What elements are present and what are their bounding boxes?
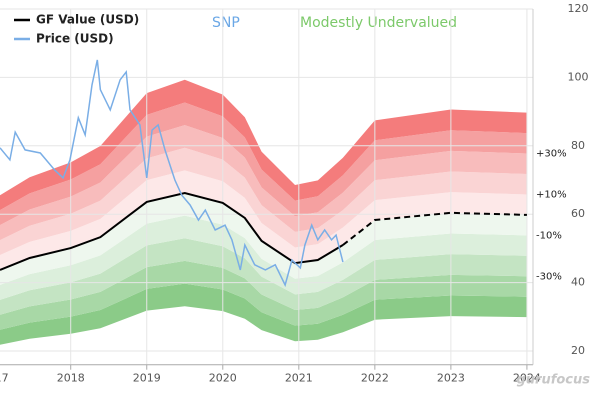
y-tick-label: 60 bbox=[571, 207, 585, 220]
band-label: -10% bbox=[536, 230, 562, 241]
valuation-band bbox=[0, 170, 527, 270]
x-tick-label: 2021 bbox=[285, 372, 313, 385]
band-label: +30% bbox=[536, 149, 567, 160]
x-tick-label: 2017 bbox=[0, 372, 9, 385]
y-tick-label: 100 bbox=[568, 70, 589, 83]
y-tick-label: 80 bbox=[571, 139, 585, 152]
band-label: +10% bbox=[536, 189, 567, 200]
lines bbox=[0, 59, 527, 288]
valuation-band bbox=[0, 215, 527, 300]
y-tick-label: 120 bbox=[568, 2, 589, 15]
price-line bbox=[0, 59, 344, 288]
valuation-band bbox=[0, 238, 527, 315]
valuation-band bbox=[0, 283, 527, 345]
y-tick-label: 20 bbox=[571, 344, 585, 357]
valuation-band bbox=[0, 125, 527, 241]
valuation-band bbox=[0, 147, 527, 256]
x-tick-label: 2020 bbox=[209, 372, 237, 385]
legend-label: GF Value (USD) bbox=[36, 13, 139, 27]
grid bbox=[0, 8, 533, 365]
ticker: SNP bbox=[212, 15, 240, 31]
gf-value-line bbox=[0, 191, 344, 271]
legend-label: Price (USD) bbox=[36, 32, 114, 46]
valuation-band bbox=[0, 260, 527, 330]
x-tick-label: 2022 bbox=[361, 372, 389, 385]
band-label: -30% bbox=[536, 271, 562, 282]
valuation-band bbox=[0, 102, 527, 226]
x-tick-label: 2024 bbox=[513, 372, 541, 385]
x-tick-label: 2018 bbox=[57, 372, 85, 385]
gf-value-projection bbox=[342, 211, 527, 246]
valuation-band bbox=[0, 193, 527, 285]
x-tick-label: 2023 bbox=[437, 372, 465, 385]
y-tick-label: 40 bbox=[571, 276, 585, 289]
watermark: gurufocus bbox=[516, 373, 590, 388]
valuation: Modestly Undervalued bbox=[300, 15, 457, 31]
x-tick-label: 2019 bbox=[133, 372, 161, 385]
